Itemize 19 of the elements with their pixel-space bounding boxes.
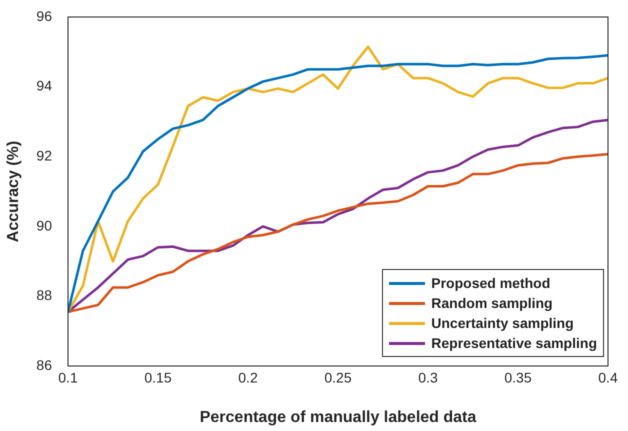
y-tick-label: 88 (36, 287, 52, 304)
legend-label: Random sampling (431, 295, 553, 311)
x-tick-label: 0.2 (238, 369, 258, 386)
x-tick-label: 0.15 (144, 369, 172, 386)
y-tick-label: 96 (36, 8, 52, 24)
x-tick-label: 0.35 (504, 369, 532, 386)
x-tick-label: 0.3 (418, 369, 438, 386)
y-tick-label: 90 (36, 217, 52, 234)
x-tick-label: 0.25 (324, 369, 352, 386)
legend-label: Representative sampling (431, 335, 597, 351)
x-tick-label: 0.1 (58, 369, 78, 386)
x-tick-label: 0.4 (598, 369, 618, 386)
x-axis-title: Percentage of manually labeled data (200, 408, 476, 426)
y-axis-title: Accuracy (%) (5, 140, 22, 242)
legend-label: Proposed method (431, 275, 550, 291)
legend-label: Uncertainty sampling (431, 315, 574, 331)
y-tick-label: 86 (36, 356, 52, 373)
y-tick-label: 92 (36, 147, 52, 164)
y-tick-label: 94 (36, 78, 52, 94)
